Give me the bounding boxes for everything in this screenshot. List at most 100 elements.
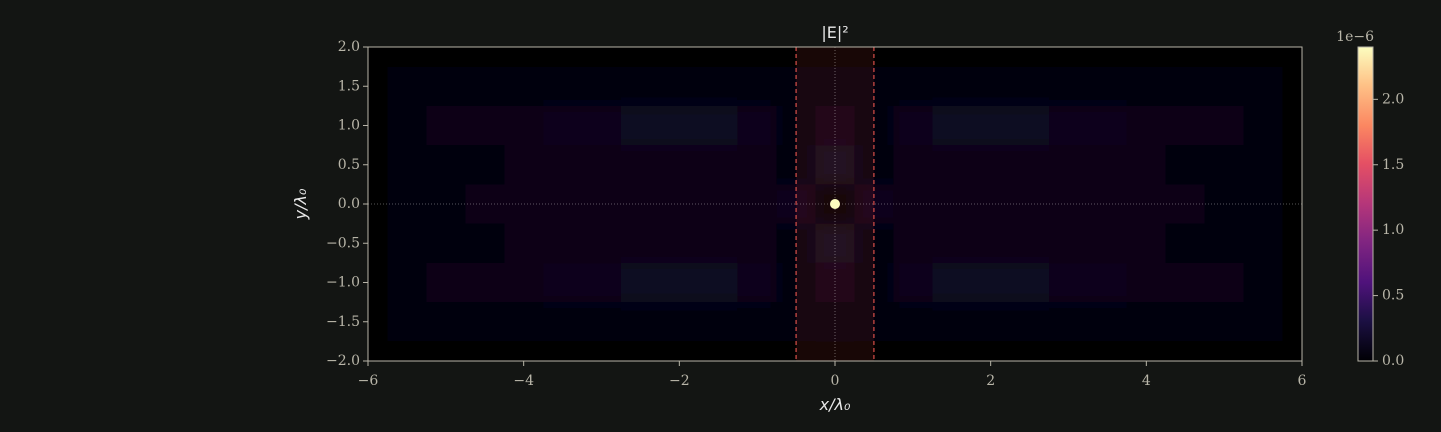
- heat-cell: [1165, 145, 1205, 185]
- x-tick-label: 0: [831, 373, 840, 389]
- heat-cell: [815, 341, 855, 361]
- heat-cell: [426, 145, 466, 185]
- heat-cell: [698, 47, 738, 67]
- heat-cell: [815, 145, 855, 185]
- heat-cell: [368, 47, 388, 67]
- heat-cell: [1243, 302, 1283, 342]
- heat-cell: [582, 341, 621, 361]
- heat-cell: [932, 145, 972, 185]
- heat-cell: [620, 184, 660, 224]
- y-tick-label: −2.0: [326, 353, 360, 369]
- heat-cell: [368, 302, 388, 342]
- heat-cell: [659, 341, 699, 361]
- x-tick-label: 6: [1298, 373, 1307, 389]
- heat-cell: [465, 105, 505, 146]
- heat-cell: [368, 66, 388, 106]
- heat-cell: [543, 341, 583, 361]
- heat-cell: [543, 262, 583, 303]
- overlay: [368, 47, 1302, 361]
- heat-cell: [1282, 223, 1302, 263]
- heat-cell: [659, 262, 699, 303]
- heat-cell: [698, 145, 738, 185]
- heat-cell: [387, 145, 427, 185]
- heat-cell: [582, 223, 621, 263]
- heat-cell: [1243, 223, 1283, 263]
- heat-cell: [368, 341, 388, 361]
- heat-cell: [1126, 302, 1166, 342]
- heat-cell: [932, 262, 972, 303]
- heat-cell: [1243, 105, 1283, 146]
- heat-cell: [504, 302, 544, 342]
- y-tick-label: 1.0: [338, 118, 360, 134]
- colorbar-tick-label: 0.0: [1382, 353, 1404, 369]
- heat-cell: [1282, 105, 1302, 146]
- heat-cell: [737, 105, 777, 146]
- heat-cell: [504, 105, 544, 146]
- heat-cell: [737, 341, 777, 361]
- heat-cell: [815, 105, 855, 146]
- heat-cell: [1126, 145, 1166, 185]
- heat-cell: [1282, 184, 1302, 224]
- heat-cell: [1204, 66, 1244, 106]
- heat-cell: [620, 105, 660, 146]
- heat-cell: [815, 223, 855, 263]
- heat-cell: [1087, 262, 1127, 303]
- heat-cell: [893, 105, 933, 146]
- heat-cell: [368, 184, 388, 224]
- heat-cell: [932, 341, 972, 361]
- heat-cell: [387, 302, 427, 342]
- heat-cell: [1126, 47, 1166, 67]
- heat-cell: [1243, 47, 1283, 67]
- heat-cell: [368, 262, 388, 303]
- heat-cell: [971, 145, 1011, 185]
- heat-cell: [1204, 105, 1244, 146]
- heat-cell: [698, 223, 738, 263]
- heat-cell: [582, 262, 621, 303]
- heat-cell: [1126, 184, 1166, 224]
- heat-cell: [1010, 184, 1050, 224]
- colorbar-tick-label: 2.0: [1382, 91, 1404, 107]
- heat-cell: [1204, 47, 1244, 67]
- heat-cell: [1126, 66, 1166, 106]
- heat-cell: [465, 184, 505, 224]
- heat-cell: [698, 262, 738, 303]
- x-tick-label: −6: [358, 373, 379, 389]
- heat-cell: [1010, 223, 1050, 263]
- heat-cell: [1010, 105, 1050, 146]
- heat-cell: [387, 105, 427, 146]
- heat-cell: [1010, 302, 1050, 342]
- heat-cell: [1049, 341, 1088, 361]
- x-axis-label: x/λ₀: [819, 395, 851, 414]
- heat-cell: [1087, 105, 1127, 146]
- heat-cell: [1165, 66, 1205, 106]
- heat-cell: [1049, 145, 1088, 185]
- chart-title: |E|²: [821, 23, 848, 42]
- heat-cell: [1165, 302, 1205, 342]
- heat-cell: [426, 262, 466, 303]
- heat-cell: [1049, 184, 1088, 224]
- y-tick-label: −1.5: [326, 314, 360, 330]
- heat-cell: [582, 184, 621, 224]
- heat-cell: [1126, 223, 1166, 263]
- heat-cell: [698, 341, 738, 361]
- heat-cell: [387, 262, 427, 303]
- heat-cell: [659, 223, 699, 263]
- heat-cell: [893, 302, 933, 342]
- heat-cell: [893, 184, 933, 224]
- heat-cell: [1165, 223, 1205, 263]
- heat-cell: [426, 47, 466, 67]
- heat-cell: [465, 66, 505, 106]
- heat-cell: [543, 184, 583, 224]
- heat-cell: [815, 47, 855, 67]
- y-tick-label: −0.5: [326, 235, 360, 251]
- colorbar: [1357, 46, 1374, 362]
- heat-cell: [1282, 341, 1302, 361]
- heat-cell: [659, 302, 699, 342]
- colorbar-offset-label: 1e−6: [1336, 29, 1374, 45]
- heat-cell: [971, 105, 1011, 146]
- heat-cell: [815, 302, 855, 342]
- y-tick-label: 1.5: [338, 78, 360, 94]
- heat-cell: [893, 223, 933, 263]
- heat-cell: [426, 105, 466, 146]
- heat-cell: [387, 223, 427, 263]
